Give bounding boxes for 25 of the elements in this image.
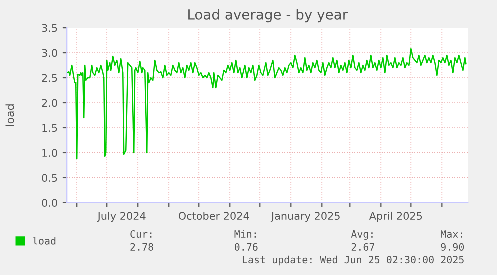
text: 2.67 bbox=[352, 243, 374, 251]
text: Cur: bbox=[130, 230, 152, 238]
x-tick-label: July 2024 bbox=[97, 212, 146, 222]
y-axis-title: load bbox=[6, 104, 14, 126]
x-tick-label: October 2024 bbox=[178, 212, 250, 220]
text: Max: bbox=[441, 230, 462, 238]
y-tick-label: 1.5 bbox=[42, 124, 58, 132]
y-tick-label: 0.5 bbox=[42, 174, 58, 182]
y-tick-label: 3.0 bbox=[42, 49, 58, 58]
text: 2.78 bbox=[130, 243, 154, 251]
line-series bbox=[67, 48, 467, 160]
y-tick-label: 2.0 bbox=[42, 99, 58, 108]
text: Last update: Wed Jun 25 02:30:00 2025 bbox=[242, 256, 464, 266]
x-tick-label: April 2025 bbox=[369, 212, 422, 222]
legend-label: load bbox=[33, 237, 56, 245]
chart-title: Load average - by year bbox=[188, 9, 348, 23]
text: Min: bbox=[234, 230, 256, 238]
text: 0.76 bbox=[235, 243, 258, 251]
y-tick-label: 0.0 bbox=[42, 199, 58, 208]
y-tick-label: 3.5 bbox=[42, 24, 58, 32]
y-tick-label: 2.5 bbox=[42, 74, 58, 82]
y-tick-label: 1.0 bbox=[42, 149, 58, 158]
text: Avg: bbox=[351, 230, 373, 240]
text: 9.90 bbox=[441, 243, 464, 251]
x-tick-label: January 2025 bbox=[270, 212, 340, 222]
